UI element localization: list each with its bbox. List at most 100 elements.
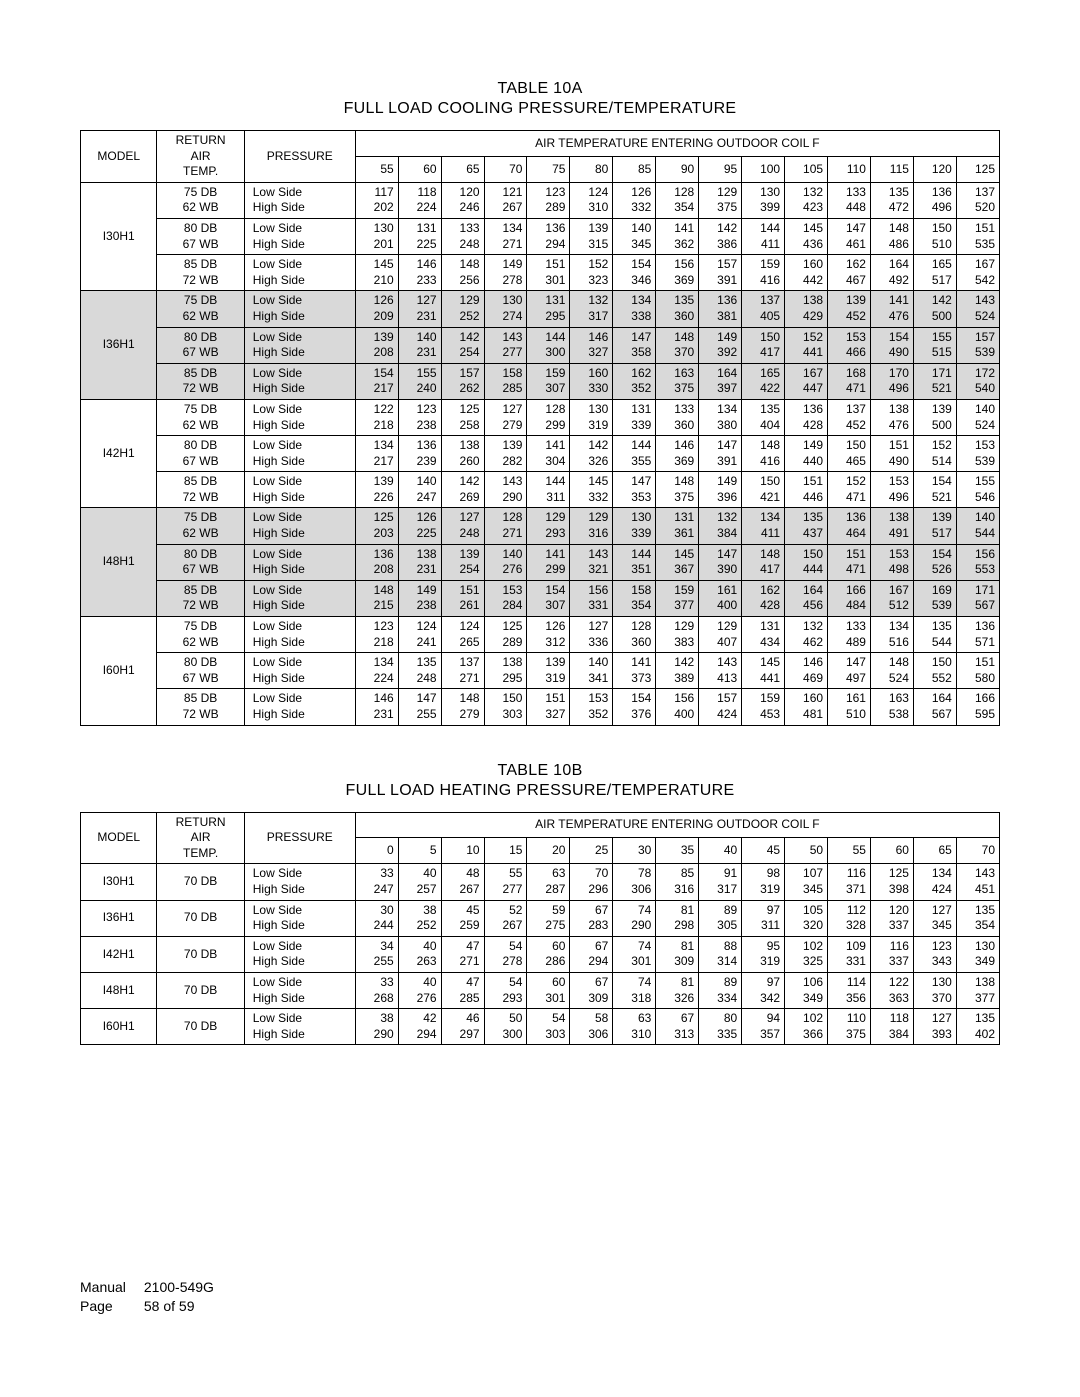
data-cell: 109331 [828,936,871,972]
data-cell: 161400 [699,580,742,616]
pressure-label-cell: Low SideHigh Side [244,327,355,363]
data-cell: 139517 [913,508,956,544]
data-cell: 165517 [913,255,956,291]
data-cell: 138429 [785,291,828,327]
data-cell: 130399 [742,182,785,218]
data-cell: 131434 [742,617,785,653]
cooling-table: MODELRETURNAIRTEMP.PRESSUREAIR TEMPERATU… [80,130,1000,726]
return-air-cell: 75 DB62 WB [157,508,244,544]
data-cell: 141373 [613,653,656,689]
data-cell: 34255 [355,936,398,972]
temp-header: 125 [956,156,999,182]
data-cell: 149392 [699,327,742,363]
data-cell: 141362 [656,218,699,254]
data-cell: 159307 [527,363,570,399]
data-cell: 144311 [527,472,570,508]
data-cell: 154521 [913,472,956,508]
data-cell: 150465 [828,436,871,472]
return-air-cell: 85 DB72 WB [157,689,244,725]
data-cell: 136208 [355,544,398,580]
data-cell: 135472 [870,182,913,218]
col-return-air: RETURNAIRTEMP. [157,812,244,864]
temp-header: 30 [613,838,656,864]
temp-header: 95 [699,156,742,182]
col-return-air: RETURNAIRTEMP. [157,131,244,183]
pressure-label-cell: Low SideHigh Side [244,1009,355,1045]
data-cell: 166595 [956,689,999,725]
col-air-temp-span: AIR TEMPERATURE ENTERING OUTDOOR COIL F [355,812,999,838]
data-cell: 164567 [913,689,956,725]
data-cell: 88314 [699,936,742,972]
data-cell: 132462 [785,617,828,653]
temp-header: 60 [398,156,441,182]
col-model: MODEL [81,131,157,183]
data-cell: 145367 [656,544,699,580]
data-cell: 149396 [699,472,742,508]
footer-manual-value: 2100-549G [144,1279,214,1295]
data-cell: 153466 [828,327,871,363]
data-cell: 60286 [527,936,570,972]
data-cell: 158285 [484,363,527,399]
data-cell: 134224 [355,653,398,689]
data-cell: 40276 [398,972,441,1008]
data-cell: 136464 [828,508,871,544]
temp-header: 80 [570,156,613,182]
data-cell: 147390 [699,544,742,580]
data-cell: 48267 [441,864,484,900]
data-cell: 120337 [870,900,913,936]
footer-page-label: Page [80,1297,140,1317]
data-cell: 130339 [613,508,656,544]
data-cell: 95319 [742,936,785,972]
data-cell: 148215 [355,580,398,616]
temp-header: 35 [656,838,699,864]
data-cell: 151580 [956,653,999,689]
data-cell: 148486 [870,218,913,254]
data-cell: 117202 [355,182,398,218]
data-cell: 156553 [956,544,999,580]
data-cell: 164492 [870,255,913,291]
data-cell: 136381 [699,291,742,327]
data-cell: 140524 [956,399,999,435]
data-cell: 128354 [656,182,699,218]
data-cell: 138260 [441,436,484,472]
temp-header: 85 [613,156,656,182]
data-cell: 136294 [527,218,570,254]
data-cell: 123289 [527,182,570,218]
data-cell: 54278 [484,936,527,972]
data-cell: 167512 [870,580,913,616]
data-cell: 140345 [613,218,656,254]
data-cell: 118384 [870,1009,913,1045]
return-air-cell: 70 DB [157,900,244,936]
data-cell: 153539 [956,436,999,472]
data-cell: 135404 [742,399,785,435]
data-cell: 150303 [484,689,527,725]
data-cell: 129383 [656,617,699,653]
data-cell: 167542 [956,255,999,291]
return-air-cell: 70 DB [157,936,244,972]
data-cell: 141299 [527,544,570,580]
data-cell: 144411 [742,218,785,254]
data-cell: 160481 [785,689,828,725]
return-air-cell: 85 DB72 WB [157,255,244,291]
data-cell: 135544 [913,617,956,653]
pressure-label-cell: Low SideHigh Side [244,363,355,399]
temp-header: 15 [484,838,527,864]
data-cell: 129375 [699,182,742,218]
data-cell: 134424 [913,864,956,900]
data-cell: 124265 [441,617,484,653]
data-cell: 42294 [398,1009,441,1045]
data-cell: 47271 [441,936,484,972]
data-cell: 126332 [613,182,656,218]
data-cell: 161510 [828,689,871,725]
data-cell: 134338 [613,291,656,327]
data-cell: 156369 [656,255,699,291]
data-cell: 146233 [398,255,441,291]
data-cell: 124241 [398,617,441,653]
data-cell: 147391 [699,436,742,472]
data-cell: 148279 [441,689,484,725]
data-cell: 145332 [570,472,613,508]
data-cell: 97311 [742,900,785,936]
data-cell: 139282 [484,436,527,472]
temp-header: 120 [913,156,956,182]
col-pressure: PRESSURE [244,131,355,183]
